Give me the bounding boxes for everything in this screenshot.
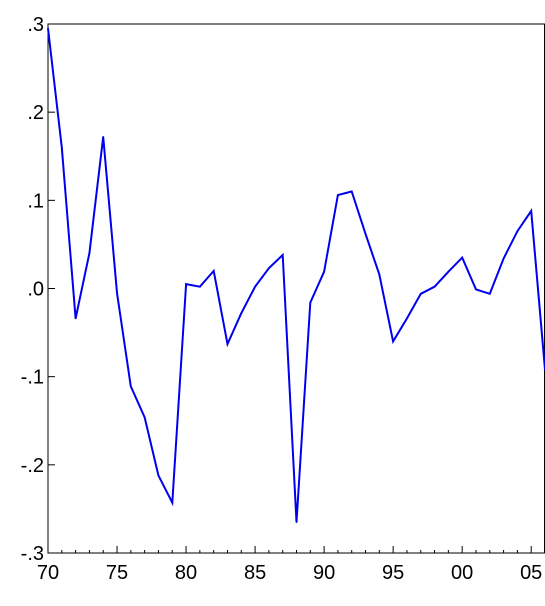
data-point bbox=[350, 190, 353, 193]
data-point bbox=[143, 416, 146, 419]
data-point bbox=[61, 146, 63, 149]
data-point bbox=[254, 285, 256, 288]
series-layer bbox=[47, 27, 545, 523]
data-point bbox=[364, 233, 367, 235]
data-point bbox=[295, 521, 298, 523]
data-point bbox=[475, 288, 477, 291]
data-point bbox=[212, 270, 215, 272]
data-point bbox=[488, 292, 491, 295]
data-point bbox=[240, 312, 243, 314]
x-tick-label: 80 bbox=[175, 562, 197, 584]
data-point bbox=[447, 270, 450, 273]
data-point bbox=[461, 256, 463, 259]
data-point bbox=[47, 27, 49, 30]
data-point bbox=[116, 292, 118, 294]
y-tick-label: -.1 bbox=[21, 367, 44, 389]
x-tick-label: 75 bbox=[106, 562, 128, 584]
data-point bbox=[102, 136, 105, 138]
data-point bbox=[199, 285, 201, 288]
y-tick-label: -.2 bbox=[21, 455, 44, 477]
series-line bbox=[47, 28, 545, 523]
x-tick-label: 90 bbox=[313, 562, 335, 584]
y-tick-label: -.3 bbox=[21, 543, 44, 565]
data-point bbox=[88, 252, 91, 255]
data-point bbox=[433, 285, 436, 288]
data-point bbox=[406, 317, 408, 320]
data-point bbox=[419, 292, 422, 295]
x-axis: 70 75 80 85 90 95 00 05 bbox=[37, 546, 545, 584]
data-point bbox=[74, 317, 77, 320]
x-tick-label: 00 bbox=[451, 562, 473, 584]
data-point bbox=[337, 194, 339, 196]
x-tick-label: 95 bbox=[382, 562, 404, 584]
plot-area-border bbox=[47, 23, 545, 554]
data-point bbox=[378, 273, 381, 276]
x-tick-label: 05 bbox=[520, 562, 542, 584]
y-tick-label: .0 bbox=[27, 279, 44, 301]
data-point bbox=[392, 340, 394, 343]
y-axis: .3 .2 .1 .0 -.1 -.2 -.3 bbox=[21, 14, 55, 565]
data-point bbox=[268, 267, 270, 270]
x-tick-label: 85 bbox=[244, 562, 266, 584]
data-point bbox=[171, 501, 174, 504]
y-tick-label: .2 bbox=[27, 102, 44, 124]
data-point bbox=[309, 301, 312, 304]
data-point bbox=[516, 230, 519, 232]
data-point bbox=[157, 474, 160, 477]
data-point bbox=[226, 343, 229, 345]
y-tick-label: .1 bbox=[27, 190, 44, 212]
y-tick-label: .3 bbox=[27, 14, 44, 36]
data-point bbox=[502, 257, 505, 260]
plot-frame bbox=[47, 23, 545, 554]
data-point bbox=[281, 254, 284, 256]
data-point bbox=[130, 385, 132, 388]
data-point bbox=[185, 283, 187, 285]
x-tick-label: 70 bbox=[37, 562, 59, 584]
data-point bbox=[323, 270, 325, 273]
data-point bbox=[530, 210, 532, 212]
